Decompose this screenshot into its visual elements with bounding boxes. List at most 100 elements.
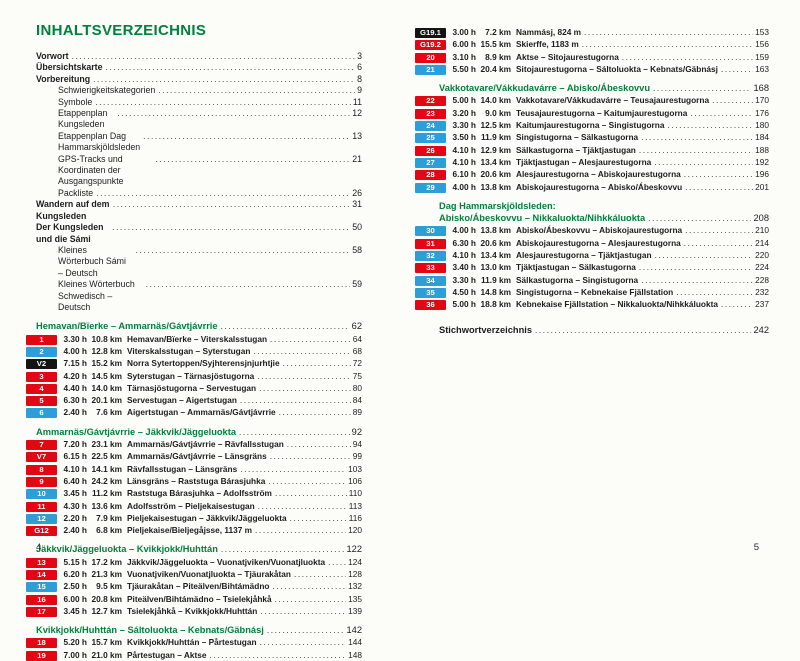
dot-leader [96, 188, 350, 199]
stage-page: 196 [755, 169, 769, 180]
stage-route: Singistugorna – Kebnekaise Fjällstation [516, 286, 674, 297]
stage-row: 36 5.00 h 18.8 km Kebnekaise Fjällstation –… [415, 298, 769, 311]
dot-leader [639, 261, 753, 273]
stage-row: 2 4.00 h 12.8 km Viterskalsstugan – Syterst… [26, 345, 362, 357]
stage-row: 35 4.50 h 14.8 km Singistugorna – Kebnekais… [415, 286, 769, 298]
stage-distance: 11.9 km [481, 274, 511, 285]
stage-badge-column: 4 [26, 383, 57, 394]
stage-distance: 20.6 km [480, 169, 511, 180]
stage-route: Ammarnäs/Gávtjávrrie – Rävfallsstugan [127, 439, 284, 450]
stage-badge-column: 26 [415, 145, 446, 156]
stage-badge-column: 12 [26, 513, 57, 524]
stage-duration: 2.20 h [63, 512, 87, 523]
section-page: 62 [351, 321, 362, 332]
stage-row: 32 4.10 h 13.4 km Alesjaurestugorna – Tjäkt… [415, 249, 769, 262]
stage-distance: 21.0 km [91, 649, 122, 660]
stage-distance: 17.2 km [91, 556, 122, 567]
stage-distance: 15.7 km [91, 637, 122, 648]
dot-leader [653, 82, 751, 94]
stage-page: 84 [352, 395, 362, 406]
dot-leader [279, 406, 351, 418]
stage-page: 89 [352, 407, 362, 418]
stage-number-badge: 33 [415, 263, 446, 274]
stage-number-badge: 16 [26, 594, 57, 605]
dot-leader [270, 450, 351, 462]
stage-page: 80 [352, 382, 362, 393]
dot-leader [72, 51, 356, 62]
stage-route: Tsielekjåhkå – Kvikkjokk/Huhttán [127, 605, 258, 616]
stage-page: 180 [755, 120, 769, 131]
stage-number-badge: 8 [26, 464, 57, 475]
stage-duration: 6.00 h [63, 593, 87, 604]
stage-duration: 4.20 h [63, 370, 87, 381]
stage-distance: 20.6 km [480, 237, 511, 248]
stage-number-badge: 24 [415, 121, 446, 132]
stage-number-badge: 19 [26, 650, 57, 661]
stage-route: Abiskojaurestugorna – Alesjaurestugorna [516, 237, 681, 248]
stage-duration: 4.10 h [452, 250, 476, 261]
stage-distance: 7.9 km [96, 512, 122, 523]
stage-badge-column: 28 [415, 170, 446, 181]
stage-row: 4 4.40 h 14.0 km Tärnasjöstugorna – Servest… [26, 382, 362, 394]
stage-route: Kebnekaise Fjällstation – Nikkaluokta/Ni… [516, 299, 718, 310]
stage-duration: 4.00 h [63, 345, 87, 356]
stage-route: Länsgräns – Raststuga Bárasjuhka [127, 475, 266, 486]
stage-badge-column: 13 [26, 557, 57, 568]
stage-badge-column: 10 [26, 489, 57, 500]
stage-row: 29 4.00 h 13.8 km Abiskojaurestugorna – Abi… [415, 181, 769, 193]
stage-badge-column: 16 [26, 594, 57, 605]
stage-row: 19 7.00 h 21.0 km Pårtestugan – Aktse 148 [26, 649, 362, 661]
stage-badge-column: 21 [415, 64, 446, 75]
stage-duration: 4.00 h [452, 181, 476, 192]
stage-badge-column: 27 [415, 157, 446, 168]
stage-route: Sitojaurestugorna – Sáltoluokta – Kebnat… [516, 63, 718, 74]
dot-leader [685, 181, 753, 193]
toc-entry: Wandern auf dem Kungsleden 31 [26, 199, 362, 222]
stage-number-badge: 25 [415, 133, 446, 144]
stage-row: 26 4.10 h 12.9 km Sälkastugorna – Tjäktjast… [415, 144, 769, 156]
toc-entry-label: Kleines Wörterbuch Schwedisch – Deutsch [58, 279, 135, 312]
stage-route: Piteälven/Bihtámädno – Tsielekjåhkå [127, 593, 272, 604]
dot-leader [106, 62, 356, 73]
dot-leader [258, 500, 347, 512]
stage-route: Hemavan/Bïerke – Viterskalsstugan [127, 333, 268, 344]
stage-sections-left: Hemavan/Bïerke – Ammarnäs/Gávtjávrrie621… [26, 320, 362, 661]
dot-leader [283, 357, 351, 369]
stage-number-badge: 26 [415, 145, 446, 156]
dot-leader [240, 394, 351, 406]
stage-route: Rävfallsstugan – Länsgräns [127, 463, 238, 474]
stage-badge-column: 14 [26, 569, 57, 580]
stage-distance: 12.8 km [91, 345, 122, 356]
section-title: Vakkotavare/Vákkudavárre – Abisko/Ábesko… [439, 83, 651, 94]
stage-duration: 6.30 h [452, 237, 476, 248]
stage-row: 15 2.50 h 9.5 km Tjäurakåtan – Piteälven/Bi… [26, 580, 362, 593]
stage-duration: 4.00 h [452, 225, 476, 236]
stage-number-badge: 13 [26, 557, 57, 568]
stage-badge-column: 18 [26, 638, 57, 649]
dot-leader [684, 168, 753, 180]
toc-entry-label: Übersichtskarte [36, 62, 103, 73]
stage-route: Syterstugan – Tärnasjöstugorna [127, 370, 255, 381]
section-title: Kvikkjokk/Huhttán – Sáltoluokta – Kebnat… [36, 625, 264, 636]
stage-badge-column: 7 [26, 440, 57, 451]
stage-distance: 14.8 km [480, 286, 511, 297]
stage-row: 12 2.20 h 7.9 km Pieljekaisestugan – Jäkkvi… [26, 512, 362, 524]
stage-distance: 11.9 km [481, 132, 511, 143]
stage-badge-column: 32 [415, 251, 446, 262]
stage-number-badge: 35 [415, 287, 446, 298]
stage-distance: 20.8 km [91, 593, 122, 604]
dot-leader [654, 156, 753, 168]
dot-leader [667, 119, 753, 131]
toc-entry-label: Vorbereitung [36, 73, 91, 84]
stage-route: Vakkotavare/Vákkudavárre – Teusajaurestu… [516, 95, 710, 106]
stage-distance: 6.8 km [96, 525, 122, 536]
stage-badge-column: 35 [415, 287, 446, 298]
stage-page: 176 [755, 107, 769, 118]
stage-row: 25 3.50 h 11.9 km Singistugorna – Sälkastug… [415, 131, 769, 144]
stage-number-badge: 1 [26, 334, 57, 345]
stage-duration: 4.50 h [452, 286, 476, 297]
toc-entry: Schwierigkeitskategorien 9 [26, 85, 362, 96]
stage-duration: 6.15 h [63, 451, 87, 462]
dot-leader [112, 222, 350, 233]
section-title: Abisko/Ábeskovvu – Nikkaluokta/Nihkkáluo… [439, 213, 646, 224]
